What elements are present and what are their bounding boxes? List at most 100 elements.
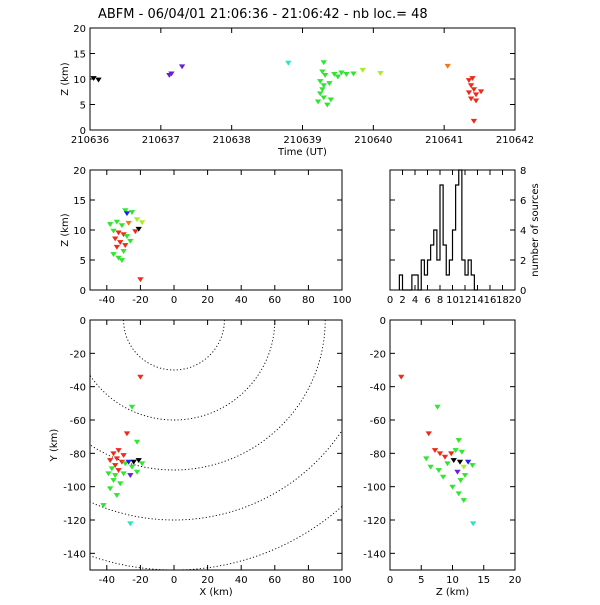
- data-point: [334, 74, 342, 80]
- data-point: [133, 439, 141, 445]
- data-point: [469, 521, 477, 527]
- x-tick-label: 40: [235, 295, 248, 306]
- data-point: [113, 493, 121, 498]
- data-point: [458, 449, 466, 455]
- data-point: [439, 474, 447, 480]
- histogram-bin: [465, 275, 468, 290]
- data-point: [469, 76, 476, 81]
- data-point: [117, 481, 124, 487]
- x-tick-label: 100: [332, 295, 351, 306]
- data-point: [115, 468, 122, 473]
- x-tick-label: 2: [399, 295, 405, 306]
- y-tick-label: 0: [80, 126, 86, 137]
- figure-title: ABFM - 06/04/01 21:06:36 - 21:06:42 - nb…: [98, 7, 428, 22]
- y-tick-label: 10: [73, 75, 86, 86]
- x-tick-label: 0: [387, 575, 393, 586]
- data-point: [113, 244, 121, 250]
- time_z-y-axis-label: Z (km): [60, 62, 71, 95]
- y-tick-label: 15: [73, 50, 86, 61]
- data-point: [178, 64, 186, 70]
- x-tick-label: 20: [201, 575, 214, 586]
- data-point: [127, 521, 134, 527]
- data-point: [455, 491, 462, 497]
- data-point: [457, 478, 464, 483]
- y-tick-label: -80: [370, 449, 386, 460]
- data-point: [427, 464, 434, 470]
- data-point: [436, 451, 444, 457]
- data-point: [128, 404, 136, 410]
- data-point: [326, 81, 333, 87]
- data-point: [115, 255, 122, 261]
- x-tick-label: 60: [268, 295, 281, 306]
- data-point: [122, 243, 129, 248]
- y-tick-label: -80: [70, 449, 86, 460]
- x-tick-label: 4: [412, 295, 418, 306]
- data-point: [327, 97, 334, 103]
- data-point: [425, 431, 432, 437]
- data-point: [125, 220, 132, 226]
- plot-layer: 210636 210637 210638 210639 210640 210641 2106…: [49, 24, 541, 598]
- data-point: [319, 87, 326, 93]
- x-tick-label: 12: [459, 295, 472, 306]
- data-point: [460, 464, 467, 470]
- data-point: [322, 73, 329, 78]
- data-point: [350, 71, 357, 77]
- x-tick-label: 5: [418, 575, 424, 586]
- data-point: [320, 60, 327, 66]
- y-tick-label: -120: [363, 516, 386, 527]
- y-tick-label: 0: [380, 316, 386, 327]
- data-point: [105, 471, 112, 477]
- x-tick-label: 210640: [354, 135, 392, 146]
- data-point: [452, 448, 459, 453]
- data-point: [110, 252, 117, 257]
- data-point: [137, 374, 144, 380]
- data-point: [135, 458, 142, 463]
- y-tick-label: 20: [73, 24, 86, 35]
- data-point: [469, 463, 476, 468]
- data-point: [441, 454, 449, 460]
- y-tick-label: -100: [63, 483, 86, 494]
- x_y-x-axis-label: X (km): [199, 587, 232, 598]
- data-point: [107, 486, 114, 492]
- x_y-frame: [89, 319, 343, 571]
- data-point: [138, 461, 146, 467]
- data-point: [377, 70, 384, 76]
- histogram-y-axis-label: number of sources: [530, 183, 541, 276]
- time_z-x-axis-label: Time (UT): [277, 147, 327, 158]
- x-tick-label: 10: [446, 295, 459, 306]
- x-tick-label: 80: [302, 575, 315, 586]
- z_y-frame: [389, 319, 516, 571]
- y-tick-label: -40: [370, 383, 386, 394]
- x-tick-label: 40: [235, 575, 248, 586]
- z_y-x-axis-label: Z (km): [436, 587, 469, 598]
- data-point: [331, 72, 338, 77]
- time_z-frame: [89, 27, 516, 131]
- data-point: [135, 226, 142, 232]
- data-point: [110, 478, 117, 483]
- x-tick-label: 210641: [425, 135, 463, 146]
- y-tick-label: -20: [370, 349, 386, 360]
- x-tick-label: 100: [332, 575, 351, 586]
- data-point: [465, 78, 473, 83]
- data-point: [324, 102, 331, 108]
- data-point: [319, 69, 326, 75]
- data-point: [120, 471, 127, 477]
- data-point: [434, 404, 441, 410]
- x-tick-label: 15: [477, 575, 490, 586]
- y-tick-label: -60: [370, 416, 386, 427]
- x-tick-label: 10: [446, 575, 459, 586]
- data-point: [107, 222, 114, 227]
- data-point: [118, 258, 126, 263]
- data-point: [456, 459, 464, 465]
- y-tick-label: -40: [70, 383, 86, 394]
- data-point: [138, 220, 146, 226]
- histogram-bin: [446, 275, 449, 290]
- data-point: [314, 99, 322, 105]
- data-point: [317, 79, 324, 84]
- data-point: [444, 63, 451, 69]
- y-tick-label: 5: [80, 256, 86, 267]
- data-point: [460, 498, 467, 503]
- data-point: [112, 473, 119, 478]
- y-tick-label: 15: [73, 196, 86, 207]
